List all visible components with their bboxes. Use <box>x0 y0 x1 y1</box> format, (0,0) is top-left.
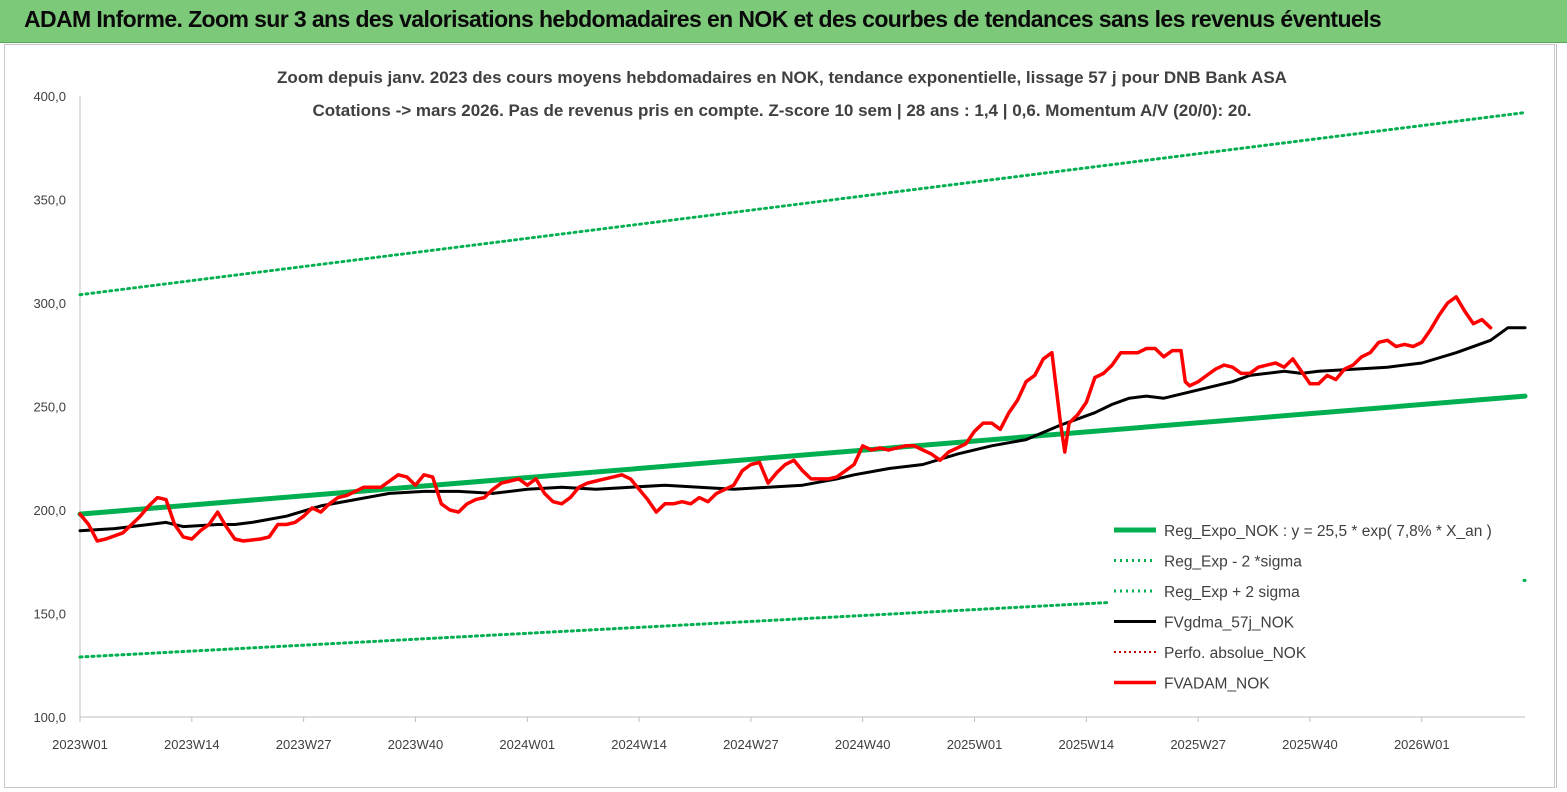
x-tick-labels: 2023W01 2023W14 2023W27 2023W40 2024W01 2024W… <box>52 717 1450 752</box>
x-tick-label: 2023W01 <box>52 737 108 752</box>
y-tick-label: 150,0 <box>33 607 66 622</box>
x-tick-label: 2024W01 <box>499 737 555 752</box>
legend: Reg_Expo_NOK : y = 25,5 * exp( 7,8% * X_… <box>1108 512 1522 700</box>
chart-subtitle: Cotations -> mars 2026. Pas de revenus p… <box>312 101 1251 120</box>
window-edge <box>1556 44 1567 788</box>
legend-label: FVgdma_57j_NOK <box>1164 615 1295 632</box>
legend-label: Reg_Exp - 2 *sigma <box>1164 554 1302 571</box>
fvgdma-line <box>78 326 1527 533</box>
x-tick-label: 2024W14 <box>611 737 667 752</box>
legend-label: Reg_Exp + 2 sigma <box>1164 584 1300 601</box>
reg-expo-line <box>77 393 1528 517</box>
y-tick-label: 350,0 <box>33 193 66 208</box>
y-tick-label: 250,0 <box>33 400 66 415</box>
y-tick-label: 300,0 <box>33 296 66 311</box>
x-tick-label: 2025W01 <box>947 737 1003 752</box>
legend-label: FVADAM_NOK <box>1164 676 1270 693</box>
chart-title: Zoom depuis janv. 2023 des cours moyens … <box>277 68 1287 87</box>
y-tick-label: 400,0 <box>33 89 66 104</box>
y-tick-label: 100,0 <box>33 710 66 725</box>
y-tick-label: 200,0 <box>33 503 66 518</box>
legend-background <box>1108 512 1522 700</box>
x-tick-label: 2025W14 <box>1059 737 1115 752</box>
chart-area-border <box>4 44 1555 788</box>
x-tick-label: 2026W01 <box>1394 737 1450 752</box>
report-banner: ADAM Informe. Zoom sur 3 ans des valoris… <box>0 0 1567 43</box>
legend-label: Perfo. absolue_NOK <box>1164 645 1307 662</box>
x-tick-label: 2024W40 <box>835 737 891 752</box>
x-tick-label: 2023W40 <box>388 737 444 752</box>
banner-title: ADAM Informe. Zoom sur 3 ans des valoris… <box>24 6 1382 32</box>
x-tick-label: 2024W27 <box>723 737 779 752</box>
x-tick-label: 2025W40 <box>1282 737 1338 752</box>
x-tick-label: 2023W27 <box>276 737 332 752</box>
fvadam-line <box>78 295 1493 543</box>
y-tick-labels: 400,0 350,0 300,0 250,0 200,0 150,0 100,0 <box>33 89 66 725</box>
x-tick-label: 2025W27 <box>1170 737 1226 752</box>
x-tick-label: 2023W14 <box>164 737 220 752</box>
legend-label: Reg_Expo_NOK : y = 25,5 * exp( 7,8% * X_… <box>1164 523 1492 540</box>
reg-plus-2sigma-line <box>78 111 1527 297</box>
